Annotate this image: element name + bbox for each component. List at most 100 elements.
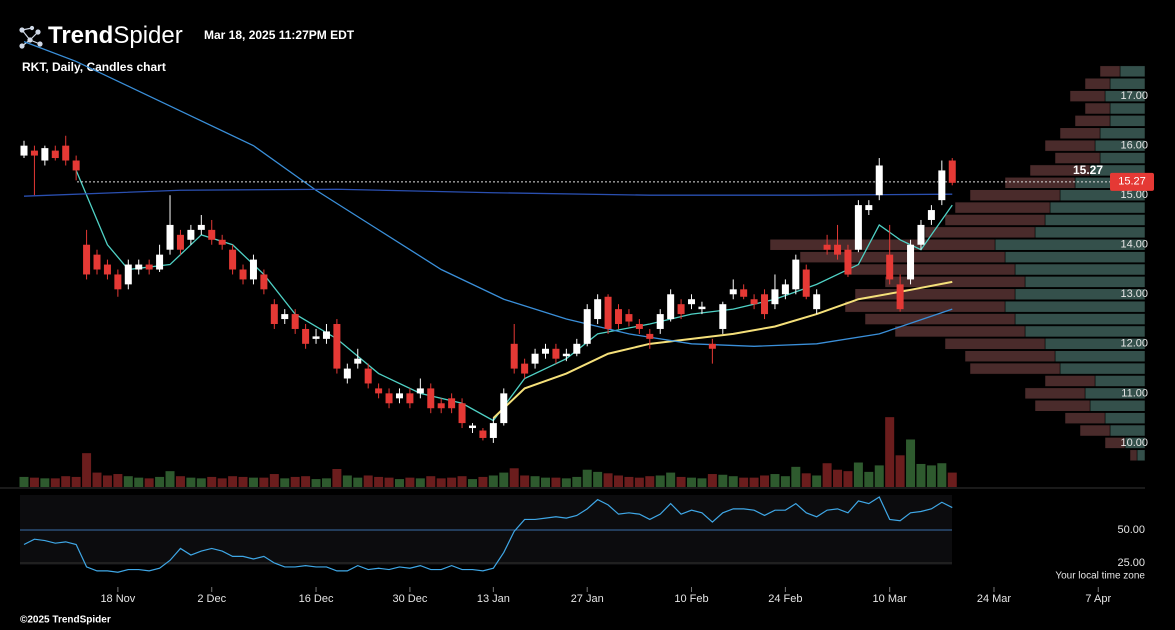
profile-up — [1109, 102, 1146, 115]
x-tick-label: 2 Dec — [197, 593, 226, 605]
logo-icon — [19, 25, 43, 49]
volume-bar — [718, 474, 728, 487]
volume-bar — [812, 475, 822, 487]
profile-down — [969, 189, 1061, 201]
rsi-tick-label: 25.00 — [1117, 557, 1145, 569]
volume-bar — [488, 475, 498, 487]
volume-bar — [50, 478, 60, 487]
logo-light: Spider — [113, 22, 182, 49]
profile-down — [969, 362, 1061, 375]
candle-body — [917, 224, 925, 245]
profile-down — [954, 201, 1051, 214]
profile-down — [1024, 387, 1086, 400]
candle-body — [302, 328, 310, 344]
volume-bar — [822, 463, 832, 487]
profile-up — [1119, 65, 1146, 78]
volume-bar — [499, 472, 509, 487]
candle-body — [854, 205, 862, 250]
candle-body — [740, 289, 748, 297]
candle-body — [229, 249, 237, 270]
candle-body — [364, 368, 372, 384]
volume-bar — [290, 476, 300, 487]
candle-body — [176, 234, 184, 250]
volume-bar — [791, 466, 801, 487]
volume-bar — [603, 473, 613, 487]
y-tick-label: 10.00 — [1120, 437, 1148, 449]
profile-down — [884, 276, 1026, 288]
candle-body — [938, 170, 946, 201]
candle-body — [886, 254, 894, 280]
candle-body — [375, 388, 383, 394]
volume-bar — [447, 477, 457, 487]
logo: TrendSpider — [48, 22, 183, 49]
timestamp: Mar 18, 2025 11:27PM EDT — [204, 28, 355, 42]
candle-body — [708, 343, 716, 349]
y-tick-label: 16.00 — [1120, 140, 1148, 152]
volume-bar — [238, 476, 248, 487]
volume-bar — [885, 417, 895, 487]
y-tick-label: 12.00 — [1120, 338, 1148, 350]
moving-average — [492, 280, 953, 419]
candle-body — [521, 363, 529, 374]
profile-up — [1054, 350, 1146, 362]
candle-body — [646, 333, 654, 339]
last-price-text: 15.27 — [1073, 163, 1103, 177]
volume-bar — [707, 474, 717, 487]
profile-up — [1089, 400, 1146, 412]
candle-body — [927, 210, 935, 220]
volume-bar — [697, 478, 707, 487]
profile-down — [1069, 90, 1106, 102]
volume-bar — [916, 463, 926, 487]
candle-body — [93, 254, 101, 270]
candle-body — [813, 294, 821, 310]
volume-bar — [248, 477, 258, 487]
profile-up — [1014, 313, 1146, 325]
candle-body — [667, 294, 675, 320]
volume-bar — [572, 476, 582, 487]
x-tick-label: 18 Nov — [100, 593, 135, 605]
profile-up — [1049, 201, 1146, 214]
volume-bar — [311, 479, 321, 487]
volume-bar — [676, 476, 686, 487]
volume-bar — [874, 465, 884, 487]
x-tick-label: 30 Dec — [392, 593, 427, 605]
candle-body — [145, 264, 153, 270]
profile-down — [854, 288, 1016, 301]
profile-down — [1104, 437, 1126, 449]
volume-bar — [509, 468, 519, 487]
y-tick-label: 13.00 — [1120, 288, 1148, 300]
candle-body — [594, 299, 602, 320]
volume-bar — [436, 478, 446, 487]
candle-body — [322, 331, 330, 339]
volume-bar — [895, 455, 905, 487]
candle-body — [83, 244, 91, 275]
volume-bar — [687, 477, 697, 487]
candle-body — [500, 393, 508, 424]
candle-body — [771, 289, 779, 305]
volume-bar — [540, 477, 550, 487]
volume-bar — [551, 477, 561, 487]
candle-body — [281, 314, 289, 320]
volume-bar — [394, 479, 404, 487]
profile-up — [1099, 152, 1146, 164]
profile-up — [1094, 375, 1146, 387]
candle-body — [531, 353, 539, 364]
x-tick-label: 24 Feb — [768, 593, 802, 605]
x-tick-label: 10 Feb — [674, 593, 708, 605]
candle-body — [208, 229, 216, 240]
candle-body — [41, 148, 49, 161]
candle-body — [625, 314, 633, 322]
candle-body — [698, 306, 706, 310]
profile-down — [799, 251, 1006, 263]
volume-bar — [426, 476, 436, 487]
rsi-tick-label: 50.00 — [1117, 524, 1145, 536]
x-tick-label: 13 Jan — [477, 593, 510, 605]
volume-bar — [113, 474, 123, 487]
candle-body — [218, 239, 226, 245]
candle-body — [343, 368, 351, 379]
profile-down — [844, 300, 1006, 313]
volume-bar — [728, 476, 738, 487]
candle-body — [562, 353, 570, 357]
profile-down — [1004, 177, 1076, 189]
volume-bar — [374, 476, 384, 487]
